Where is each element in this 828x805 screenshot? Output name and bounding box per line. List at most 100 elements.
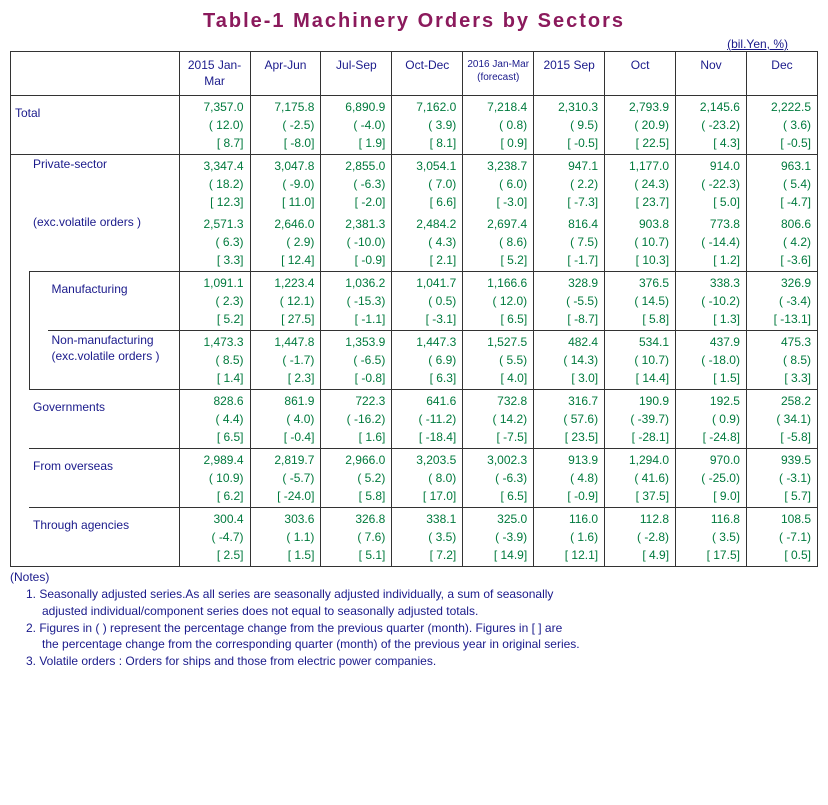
data-cell: 475.3 ( 8.5) [ 3.3]	[746, 331, 817, 390]
row-label-private: Private-sector	[29, 155, 179, 214]
data-cell: 116.0 ( 1.6) [ 12.1]	[534, 508, 605, 567]
data-cell: 108.5 ( -7.1) [ 0.5]	[746, 508, 817, 567]
row-label-gov: Governments	[29, 390, 179, 449]
data-cell: 3,238.7 ( 6.0) [ -3.0]	[463, 155, 534, 214]
data-cell: 1,473.3 ( 8.5) [ 1.4]	[179, 331, 250, 390]
data-cell: 2,381.3 ( -10.0) [ -0.9]	[321, 213, 392, 272]
data-cell: 1,041.7 ( 0.5) [ -3.1]	[392, 272, 463, 331]
col-header: Jul-Sep	[321, 52, 392, 96]
data-cell: 641.6 ( -11.2) [ -18.4]	[392, 390, 463, 449]
data-cell: 913.9 ( 4.8) [ -0.9]	[534, 449, 605, 508]
data-cell: 316.7 ( 57.6) [ 23.5]	[534, 390, 605, 449]
data-cell: 828.6 ( 4.4) [ 6.5]	[179, 390, 250, 449]
col-header: Oct	[605, 52, 676, 96]
data-cell: 1,177.0 ( 24.3) [ 23.7]	[605, 155, 676, 214]
data-cell: 534.1 ( 10.7) [ 14.4]	[605, 331, 676, 390]
data-cell: 192.5 ( 0.9) [ -24.8]	[676, 390, 747, 449]
data-cell: 3,047.8 ( -9.0) [ 11.0]	[250, 155, 321, 214]
col-header: Apr-Jun	[250, 52, 321, 96]
row-label-total: Total	[11, 96, 180, 155]
data-cell: 258.2 ( 34.1) [ -5.8]	[746, 390, 817, 449]
data-cell: 303.6 ( 1.1) [ 1.5]	[250, 508, 321, 567]
data-cell: 7,162.0 ( 3.9) [ 8.1]	[392, 96, 463, 155]
data-cell: 2,966.0 ( 5.2) [ 5.8]	[321, 449, 392, 508]
notes-section: (Notes) 1. Seasonally adjusted series.As…	[10, 569, 818, 670]
data-cell: 2,697.4 ( 8.6) [ 5.2]	[463, 213, 534, 272]
data-table: 2015 Jan-Mar Apr-Jun Jul-Sep Oct-Dec 201…	[10, 51, 818, 567]
col-header: Oct-Dec	[392, 52, 463, 96]
data-cell: 1,294.0 ( 41.6) [ 37.5]	[605, 449, 676, 508]
data-cell: 2,145.6 ( -23.2) [ 4.3]	[676, 96, 747, 155]
data-cell: 722.3 ( -16.2) [ 1.6]	[321, 390, 392, 449]
data-cell: 1,166.6 ( 12.0) [ 6.5]	[463, 272, 534, 331]
data-cell: 1,353.9 ( -6.5) [ -0.8]	[321, 331, 392, 390]
data-cell: 2,793.9 ( 20.9) [ 22.5]	[605, 96, 676, 155]
data-cell: 7,357.0 ( 12.0) [ 8.7]	[179, 96, 250, 155]
data-cell: 2,855.0 ( -6.3) [ -2.0]	[321, 155, 392, 214]
note-line: adjusted individual/component series doe…	[42, 603, 818, 620]
data-cell: 816.4 ( 7.5) [ -1.7]	[534, 213, 605, 272]
data-cell: 325.0 ( -3.9) [ 14.9]	[463, 508, 534, 567]
data-cell: 338.3 ( -10.2) [ 1.3]	[676, 272, 747, 331]
data-cell: 773.8 ( -14.4) [ 1.2]	[676, 213, 747, 272]
col-header: 2015 Sep	[534, 52, 605, 96]
data-cell: 112.8 ( -2.8) [ 4.9]	[605, 508, 676, 567]
data-cell: 1,447.3 ( 6.9) [ 6.3]	[392, 331, 463, 390]
data-cell: 732.8 ( 14.2) [ -7.5]	[463, 390, 534, 449]
data-cell: 3,054.1 ( 7.0) [ 6.6]	[392, 155, 463, 214]
data-cell: 7,218.4 ( 0.8) [ 0.9]	[463, 96, 534, 155]
note-line: 3. Volatile orders : Orders for ships an…	[26, 653, 818, 670]
data-cell: 326.9 ( -3.4) [ -13.1]	[746, 272, 817, 331]
data-cell: 2,646.0 ( 2.9) [ 12.4]	[250, 213, 321, 272]
data-cell: 326.8 ( 7.6) [ 5.1]	[321, 508, 392, 567]
note-line: the percentage change from the correspon…	[42, 636, 818, 653]
data-cell: 300.4 ( -4.7) [ 2.5]	[179, 508, 250, 567]
data-cell: 1,223.4 ( 12.1) [ 27.5]	[250, 272, 321, 331]
note-line: 2. Figures in ( ) represent the percenta…	[26, 620, 818, 637]
data-cell: 7,175.8 ( -2.5) [ -8.0]	[250, 96, 321, 155]
data-cell: 2,989.4 ( 10.9) [ 6.2]	[179, 449, 250, 508]
data-cell: 2,484.2 ( 4.3) [ 2.1]	[392, 213, 463, 272]
table-title: Table-1 Machinery Orders by Sectors	[10, 10, 818, 33]
data-cell: 914.0 ( -22.3) [ 5.0]	[676, 155, 747, 214]
row-label-overseas: From overseas	[29, 449, 179, 508]
data-cell: 2,819.7 ( -5.7) [ -24.0]	[250, 449, 321, 508]
col-header: 2015 Jan-Mar	[179, 52, 250, 96]
data-cell: 947.1 ( 2.2) [ -7.3]	[534, 155, 605, 214]
data-cell: 903.8 ( 10.7) [ 10.3]	[605, 213, 676, 272]
data-cell: 1,036.2 ( -15.3) [ -1.1]	[321, 272, 392, 331]
data-cell: 338.1 ( 3.5) [ 7.2]	[392, 508, 463, 567]
col-header: Nov	[676, 52, 747, 96]
unit-label: (bil.Yen, %)	[10, 37, 818, 51]
data-cell: 1,527.5 ( 5.5) [ 4.0]	[463, 331, 534, 390]
row-label-excvol: (exc.volatile orders )	[29, 213, 179, 272]
note-line: 1. Seasonally adjusted series.As all ser…	[26, 586, 818, 603]
row-label-nonmanuf: Non-manufacturing (exc.volatile orders )	[48, 331, 180, 390]
row-label-agencies: Through agencies	[29, 508, 179, 567]
data-cell: 2,310.3 ( 9.5) [ -0.5]	[534, 96, 605, 155]
data-cell: 190.9 ( -39.7) [ -28.1]	[605, 390, 676, 449]
col-header: 2016 Jan-Mar (forecast)	[463, 52, 534, 96]
data-cell: 376.5 ( 14.5) [ 5.8]	[605, 272, 676, 331]
data-cell: 328.9 ( -5.5) [ -8.7]	[534, 272, 605, 331]
data-cell: 939.5 ( -3.1) [ 5.7]	[746, 449, 817, 508]
data-cell: 861.9 ( 4.0) [ -0.4]	[250, 390, 321, 449]
data-cell: 963.1 ( 5.4) [ -4.7]	[746, 155, 817, 214]
data-cell: 1,091.1 ( 2.3) [ 5.2]	[179, 272, 250, 331]
data-cell: 2,571.3 ( 6.3) [ 3.3]	[179, 213, 250, 272]
data-cell: 3,203.5 ( 8.0) [ 17.0]	[392, 449, 463, 508]
data-cell: 6,890.9 ( -4.0) [ 1.9]	[321, 96, 392, 155]
data-cell: 3,002.3 ( -6.3) [ 6.5]	[463, 449, 534, 508]
data-cell: 970.0 ( -25.0) [ 9.0]	[676, 449, 747, 508]
data-cell: 1,447.8 ( -1.7) [ 2.3]	[250, 331, 321, 390]
col-header: Dec	[746, 52, 817, 96]
data-cell: 2,222.5 ( 3.6) [ -0.5]	[746, 96, 817, 155]
data-cell: 3,347.4 ( 18.2) [ 12.3]	[179, 155, 250, 214]
table-container: Table-1 Machinery Orders by Sectors (bil…	[10, 10, 818, 670]
data-cell: 437.9 ( -18.0) [ 1.5]	[676, 331, 747, 390]
data-cell: 806.6 ( 4.2) [ -3.6]	[746, 213, 817, 272]
data-cell: 116.8 ( 3.5) [ 17.5]	[676, 508, 747, 567]
data-cell: 482.4 ( 14.3) [ 3.0]	[534, 331, 605, 390]
notes-header: (Notes)	[10, 569, 818, 586]
row-label-manuf: Manufacturing	[48, 272, 180, 331]
